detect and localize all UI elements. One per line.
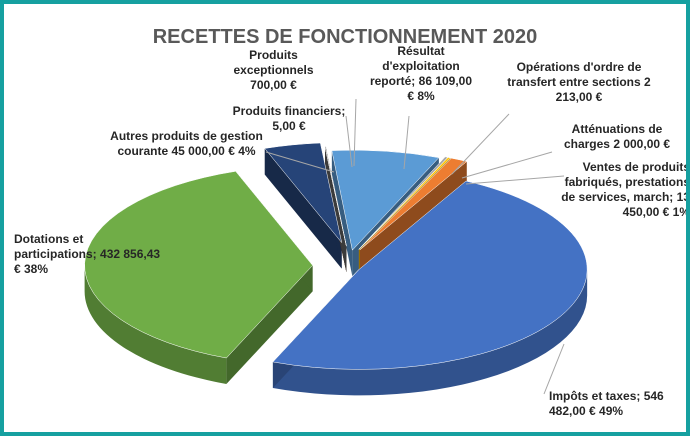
slice: [272, 180, 588, 370]
slice: [331, 149, 440, 251]
chart-title: RECETTES DE FONCTIONNEMENT 2020: [152, 26, 538, 48]
leader-line: [451, 113, 510, 175]
category-label: Opérations d'ordre de transfert entre se…: [507, 60, 642, 89]
category-label: Impôts et taxes;: [549, 389, 641, 403]
category-label: Résultat d'exploitation reporté;: [369, 44, 460, 88]
slice: [358, 156, 449, 250]
leader-line: [461, 151, 553, 179]
slice: [84, 171, 313, 359]
value-label: 2 000,00 €: [613, 137, 671, 151]
leader-line: [465, 175, 565, 185]
slice-side: [84, 265, 227, 385]
category-label: Dotations et participations;: [14, 232, 97, 261]
category-label: Ventes de produits fabriqués, prestation…: [561, 160, 690, 204]
value-label: 700,00 €: [250, 78, 297, 92]
value-label: 546 482,00 € 49%: [549, 389, 664, 418]
value-label: 5,00 €: [272, 119, 306, 133]
slice-side: [272, 269, 588, 396]
data-label: Opérations d'ordre de transfert entre se…: [504, 60, 654, 105]
slice: [359, 157, 468, 250]
leader-line: [403, 115, 410, 170]
slice-cut: [331, 150, 353, 277]
slice-cut: [264, 148, 342, 269]
slice: [264, 142, 342, 243]
data-label: Dotations et participations; 432 856,43 …: [14, 232, 164, 277]
slice-cut: [226, 265, 313, 385]
category-label: Produits exceptionnels: [233, 48, 314, 77]
category-label: Produits financiers;: [232, 104, 346, 118]
data-label: Produits financiers; 5,00 €: [224, 104, 354, 134]
value-label: 86 109,00 € 8%: [407, 74, 473, 103]
data-label: Autres produits de gestion courante 45 0…: [104, 129, 269, 159]
data-label: Impôts et taxes; 546 482,00 € 49%: [549, 389, 674, 419]
category-label: Atténuations de charges: [563, 122, 663, 151]
data-label: Résultat d'exploitation reporté; 86 109,…: [366, 44, 476, 104]
slices: [84, 142, 588, 370]
value-label: 13 450,00 € 1%: [622, 190, 690, 219]
pie-chart: [84, 98, 588, 396]
value-label: 2 213,00 €: [555, 75, 651, 104]
data-label: Atténuations de charges 2 000,00 €: [552, 122, 682, 152]
leader-line: [543, 343, 565, 395]
leader-line: [265, 151, 335, 173]
data-label: Ventes de produits fabriqués, prestation…: [552, 160, 690, 220]
leader-line: [345, 115, 353, 168]
leader-line: [353, 98, 357, 167]
data-label: Produits exceptionnels 700,00 €: [226, 48, 321, 93]
value-label: 45 000,00 € 4%: [171, 144, 256, 158]
slice: [358, 157, 451, 250]
category-label: Autres produits de gestion courante: [110, 129, 263, 158]
value-label: 432 856,43 € 38%: [14, 247, 161, 276]
leader-lines: [265, 98, 565, 395]
